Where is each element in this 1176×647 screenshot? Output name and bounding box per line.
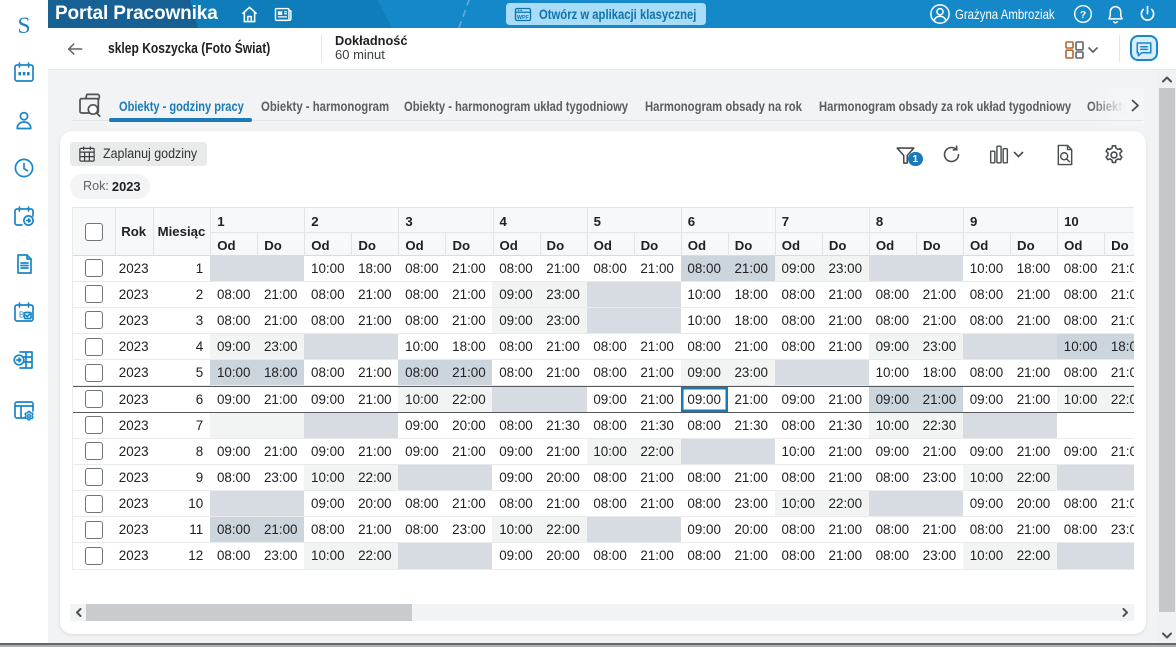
svg-text:?: ? (1080, 10, 1086, 21)
svg-text:WPF: WPF (517, 15, 529, 21)
svg-text:B: B (19, 311, 24, 320)
